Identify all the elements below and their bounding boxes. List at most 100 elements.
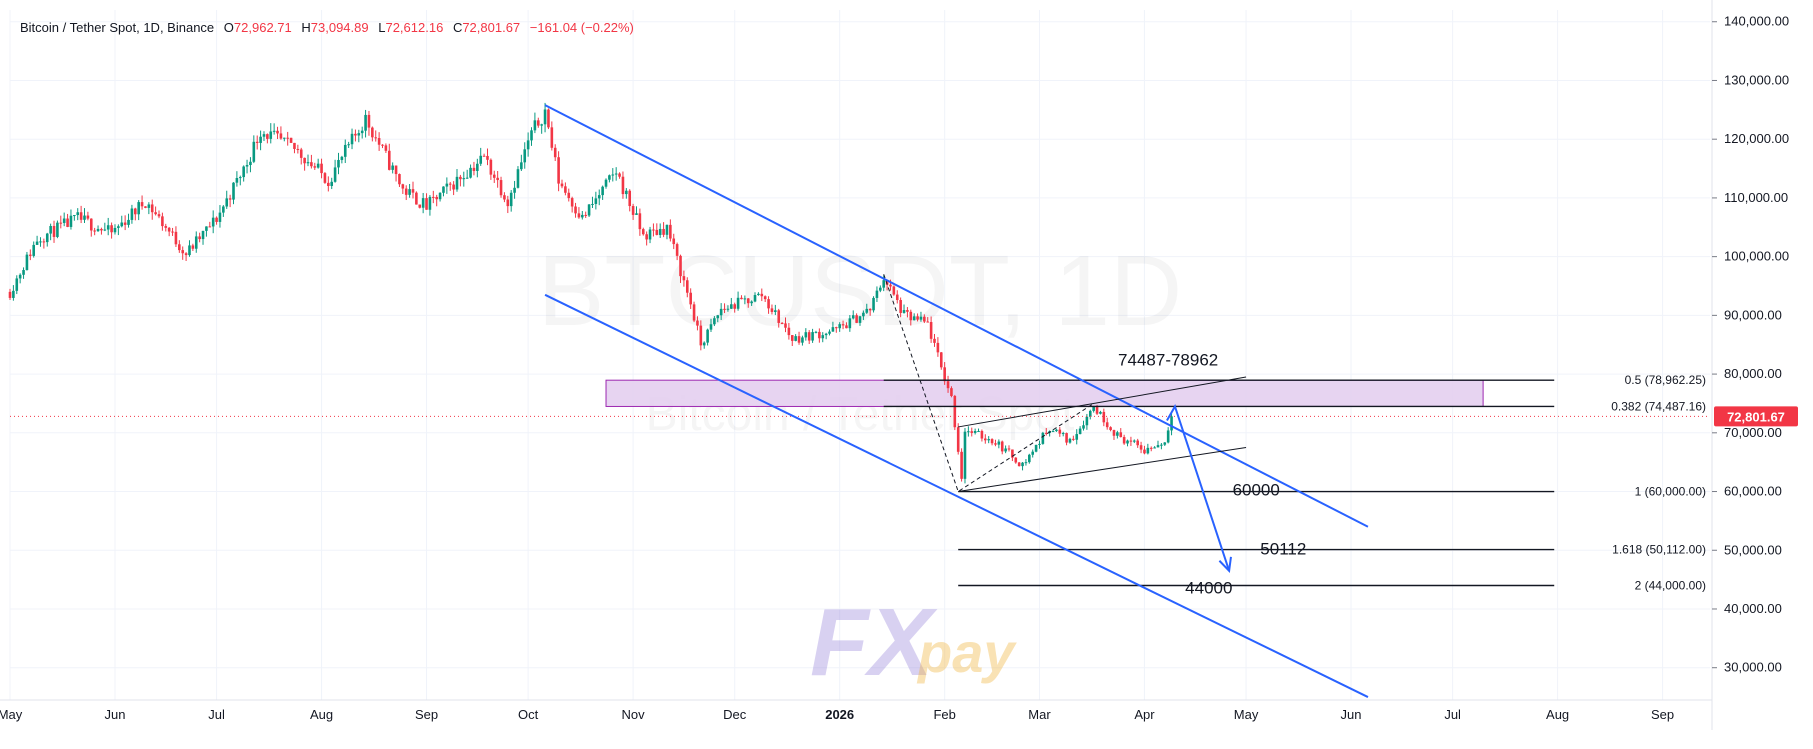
change-value: −161.04 (−0.22%) [529, 20, 634, 35]
candle-body [140, 202, 144, 207]
candle-body [848, 318, 852, 329]
wedge-upper-line [958, 376, 1247, 428]
candle-body [570, 198, 574, 207]
candle-body [685, 280, 689, 293]
open-label: O [223, 20, 234, 35]
candle-body [631, 206, 635, 215]
price-axis-label: 140,000.00 [1724, 14, 1789, 29]
candle-body [811, 332, 814, 341]
candle-body [469, 167, 472, 178]
candle-body [621, 176, 625, 195]
candle-body [306, 162, 310, 164]
candle-body [503, 195, 506, 200]
candle-body [543, 109, 547, 125]
candle-body [1119, 432, 1123, 438]
candle-body [540, 124, 543, 126]
candle-body [387, 150, 391, 170]
candle-body [100, 228, 103, 231]
candle-body [252, 141, 256, 162]
candle-body [201, 230, 205, 240]
candle-body [262, 134, 266, 137]
candle-body [757, 293, 760, 296]
time-axis-label: Aug [310, 707, 333, 722]
candle-body [733, 304, 737, 309]
symbol-label: Bitcoin / Tether Spot, 1D, Binance [20, 20, 215, 35]
price-axis-label: 70,000.00 [1724, 425, 1782, 440]
candle-body [435, 196, 438, 200]
candle-body [25, 254, 29, 271]
candle-body [411, 189, 415, 193]
candle-body [283, 137, 286, 139]
candle-body [675, 244, 679, 256]
candle-body [950, 388, 953, 396]
candle-body [936, 342, 940, 353]
annotation-label: 44000 [1185, 579, 1232, 598]
candle-body [215, 217, 218, 222]
candle-body [1160, 444, 1163, 446]
candle-body [1112, 430, 1116, 436]
candle-body [943, 367, 946, 382]
candle-body [442, 186, 445, 193]
candle-body [144, 206, 147, 208]
candle-body [1129, 440, 1133, 442]
candle-body [1065, 433, 1068, 443]
candle-body [32, 244, 36, 256]
candle-body [394, 165, 398, 175]
candle-body [611, 174, 615, 176]
chart-header: Bitcoin / Tether Spot, 1D, Binance O72,9… [20, 20, 640, 35]
time-axis-label: Aug [1546, 707, 1569, 722]
candle-body [885, 280, 889, 285]
candle-body [807, 332, 811, 341]
candle-body [76, 212, 80, 216]
annotation-label: 74487-78962 [1118, 350, 1218, 369]
candle-body [679, 255, 682, 277]
candle-body [29, 254, 32, 256]
candle-body [564, 186, 567, 193]
candle-body [269, 131, 273, 139]
candle-body [970, 431, 974, 433]
candle-body [499, 180, 503, 196]
fib-level-label: 0.5 (78,962.25) [1625, 373, 1706, 387]
candle-body [343, 144, 347, 157]
candle-body [103, 229, 107, 231]
time-axis-label: Sep [1651, 707, 1674, 722]
candle-body [225, 198, 229, 207]
candle-body [310, 162, 313, 167]
candle-body [22, 270, 25, 275]
candle-body [1139, 445, 1143, 450]
time-axis-label: Mar [1028, 707, 1051, 722]
candle-body [120, 222, 124, 227]
candle-body [432, 196, 435, 198]
price-axis-label: 50,000.00 [1724, 542, 1782, 557]
current-price-box [1714, 406, 1798, 427]
candle-body [184, 253, 188, 256]
candle-body [418, 204, 422, 208]
candle-body [62, 218, 66, 223]
candle-body [682, 276, 686, 281]
candle-body [994, 443, 997, 445]
candle-body [601, 186, 604, 196]
candle-body [865, 308, 869, 313]
candle-body [584, 214, 587, 216]
candle-body [1034, 444, 1038, 452]
candle-body [86, 215, 90, 219]
candle-body [191, 245, 195, 249]
candle-body [587, 204, 591, 216]
candle-body [821, 335, 825, 339]
resistance-zone [605, 379, 1484, 407]
candle-body [628, 190, 632, 207]
price-axis-label: 100,000.00 [1724, 249, 1789, 264]
candle-body [415, 192, 418, 205]
candle-body [523, 149, 527, 163]
candle-body [801, 337, 804, 343]
candle-body [797, 336, 801, 343]
time-axis-label: Jul [208, 707, 225, 722]
candle-body [577, 213, 581, 218]
candle-body [652, 229, 655, 231]
price-axis-label: 110,000.00 [1724, 190, 1788, 205]
high-value: 73,094.89 [310, 20, 369, 35]
candle-body [506, 199, 510, 207]
